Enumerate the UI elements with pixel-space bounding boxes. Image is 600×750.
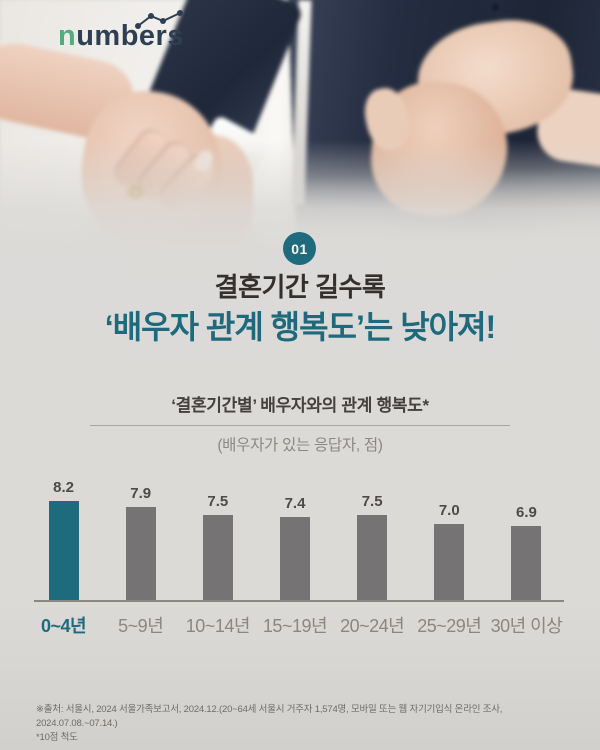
headline: 결혼기간 길수록 ‘배우자 관계 행복도’는 낮아져! — [0, 270, 600, 348]
title-divider — [90, 425, 510, 426]
bar — [48, 501, 79, 601]
bar — [511, 526, 542, 601]
footnote: ※출처: 서울시, 2024 서울가족보고서, 2024.12.(20~64세 … — [36, 703, 581, 745]
chart-plot: 8.2 7.9 7.5 7.4 7.5 7.0 6.9 — [25, 471, 565, 601]
bar-group: 7.0 — [411, 471, 488, 601]
bar-value-label: 7.0 — [438, 502, 460, 520]
chart-categories: 0~4년 5~9년 10~14년 15~19년 20~24년 25~29년 30년 이상 — [25, 612, 565, 638]
suit-button — [491, 3, 500, 12]
bar — [279, 516, 310, 601]
bar — [434, 524, 465, 601]
bar — [357, 514, 388, 601]
footnote-source: ※출처: 서울시, 2024 서울가족보고서, 2024.12.(20~64세 … — [36, 704, 503, 729]
bar — [125, 506, 156, 601]
x-axis-line — [34, 600, 564, 602]
category-label: 30년 이상 — [490, 616, 563, 636]
bar-value-label: 7.4 — [284, 494, 306, 512]
bar-group: 7.9 — [102, 471, 179, 601]
chart-subtitle: (배우자가 있는 응답자, 점) — [217, 437, 383, 454]
category-label: 20~24년 — [340, 616, 405, 636]
logo-letter-n: n — [58, 20, 77, 52]
logo-text: umbers — [76, 20, 184, 52]
headline-line2: ‘배우자 관계 행복도’는 낮아져! — [104, 309, 496, 345]
bar-value-label: 7.9 — [130, 484, 152, 502]
category-label: 5~9년 — [118, 616, 164, 636]
category-label: 10~14년 — [185, 616, 251, 636]
line-chart-icon — [134, 10, 183, 29]
numbers-logo: numbers — [58, 10, 184, 52]
bar-group: 7.4 — [256, 471, 333, 601]
headline-line1-bold: 길수록 — [315, 272, 386, 302]
bar-group: 7.5 — [334, 471, 411, 601]
category-label: 25~29년 — [417, 616, 482, 636]
category-label: 15~19년 — [262, 616, 328, 636]
headline-line1: 결혼기간 길수록 — [0, 270, 600, 304]
bar-value-label: 7.5 — [361, 492, 383, 510]
section-number-badge: 01 — [283, 232, 316, 265]
chart-title: ‘결혼기간별’ 배우자와의 관계 행복도* — [171, 396, 429, 415]
bar-value-label: 6.9 — [515, 504, 537, 522]
category-label: 0~4년 — [41, 616, 87, 636]
footnote-scale: *10점 척도 — [36, 732, 78, 743]
headline-line1-regular: 결혼기간 — [214, 272, 316, 302]
bar-group: 8.2 — [25, 471, 102, 601]
bar-group: 7.5 — [179, 471, 256, 601]
bar-value-label: 7.5 — [207, 492, 229, 510]
wedding-photo — [0, 0, 600, 252]
bar-group: 6.9 — [488, 471, 565, 601]
bar — [202, 514, 233, 601]
chart-header: ‘결혼기간별’ 배우자와의 관계 행복도* (배우자가 있는 응답자, 점) — [0, 391, 600, 455]
bar-value-label: 8.2 — [53, 479, 74, 497]
